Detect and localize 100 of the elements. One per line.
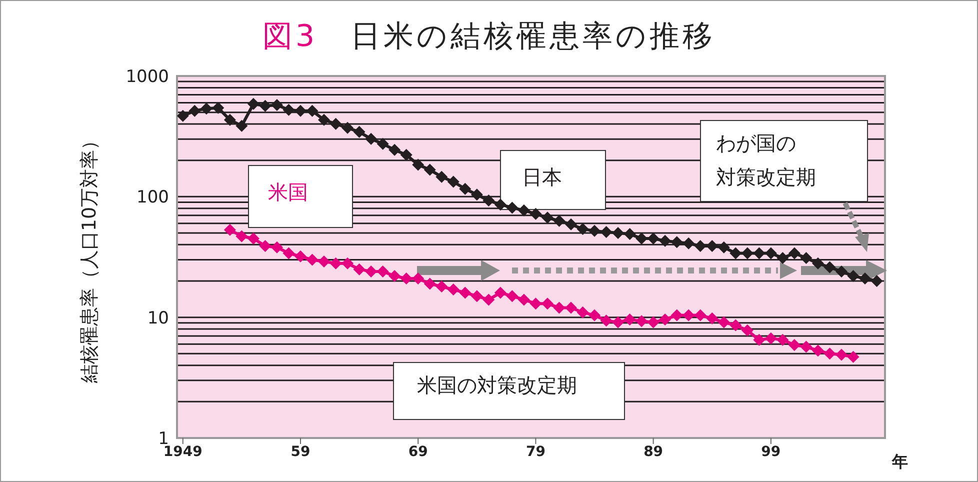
point [659,234,672,247]
point [470,188,483,201]
point [200,102,212,115]
point [177,110,189,122]
point [706,240,718,252]
y-tick-label: 100 [136,188,169,208]
point [188,104,201,117]
point [718,241,730,254]
point [342,122,354,134]
point [400,148,412,161]
x-tick-label: 69 [408,444,428,460]
annotation: 米国の対策改定期 [417,372,577,399]
point [282,247,295,260]
point [682,309,695,322]
point [694,309,706,322]
point [506,290,518,302]
point [388,270,401,282]
point [647,232,660,245]
point [541,298,554,310]
point [494,198,506,211]
point [741,247,754,260]
y-tick-label: 1000 [126,67,169,88]
point [330,257,342,270]
x-tick-label: 99 [761,444,781,460]
point [812,257,824,270]
point [753,247,766,260]
point [553,302,566,314]
point [730,247,742,260]
point [576,222,589,235]
point [236,120,248,132]
point [376,265,389,278]
point [294,250,306,262]
point [612,226,624,239]
annotation: わが国の対策改定期 [716,130,816,191]
point [588,309,601,322]
point [541,212,554,224]
point [306,254,318,266]
point [306,104,318,117]
point [753,334,766,346]
point [270,241,283,254]
point [447,284,460,296]
point [824,348,836,360]
x-tick-label: 79 [526,444,546,460]
point [470,290,483,302]
point [706,312,718,324]
point [224,114,236,126]
point [564,302,577,314]
point [776,334,789,346]
point [318,256,330,268]
point [730,319,742,332]
point [282,104,295,116]
point [670,236,683,248]
point [412,272,424,284]
point [682,237,695,250]
point [636,315,648,328]
point [424,278,436,290]
point [459,286,472,299]
point [436,170,448,183]
point [835,265,848,278]
point [236,230,248,242]
series-label: 日本 [522,164,562,191]
point [482,294,495,306]
point [812,344,824,357]
point [847,350,860,363]
point [600,226,612,238]
point [530,208,542,220]
point [659,313,672,326]
point [564,218,577,230]
point [447,176,460,188]
point [800,252,812,264]
point [212,102,224,114]
point [553,214,566,227]
point [788,247,800,260]
point [353,126,366,138]
point [800,340,812,353]
point [764,247,777,260]
point [824,261,836,274]
point [670,309,683,322]
point [224,224,236,236]
point [600,314,612,327]
point [259,100,272,112]
point [647,316,660,328]
x-axis-title: 年 [892,452,908,473]
point [835,348,848,361]
x-tick-label: 89 [644,444,664,460]
y-tick-label: 10 [147,308,169,328]
point [388,144,401,156]
point [788,338,800,351]
point [459,182,472,195]
point [330,118,342,130]
point [612,316,624,328]
point [624,228,636,240]
x-tick-label: 59 [290,444,310,460]
point [718,316,730,328]
point [576,306,589,318]
point [270,99,283,111]
point [530,298,542,310]
point [506,202,518,214]
point [376,138,389,150]
point [412,158,424,171]
